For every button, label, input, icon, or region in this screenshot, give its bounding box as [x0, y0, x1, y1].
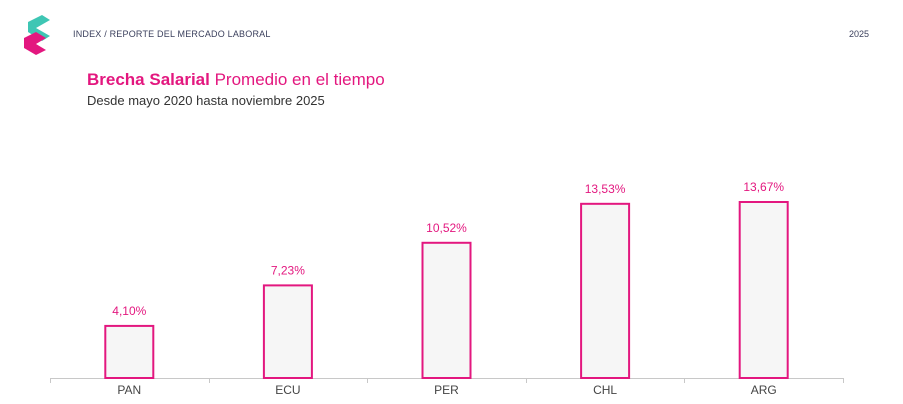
- brand-logo: [24, 15, 50, 55]
- bar-per: [421, 241, 472, 379]
- x-tick-label-per: PER: [434, 383, 459, 397]
- data-label-ecu: 7,23%: [271, 263, 305, 277]
- data-label-chl: 13,53%: [585, 182, 626, 196]
- logo-pink-chevron: [24, 32, 46, 55]
- bar-chl: [580, 202, 631, 379]
- chart-title-rest: Promedio en el tiempo: [209, 70, 385, 89]
- report-header: INDEX / REPORTE DEL MERCADO LABORAL: [73, 29, 271, 39]
- data-label-arg: 13,67%: [743, 180, 784, 194]
- data-label-pan: 4,10%: [112, 304, 146, 318]
- chart-title: Brecha Salarial Promedio en el tiempo: [87, 70, 385, 90]
- data-label-per: 10,52%: [426, 221, 467, 235]
- report-year: 2025: [848, 29, 869, 39]
- x-tick-label-arg: ARG: [751, 383, 777, 397]
- x-tick-label-pan: PAN: [117, 383, 141, 397]
- x-tick-label-ecu: ECU: [275, 383, 300, 397]
- chart-title-bold: Brecha Salarial: [87, 70, 210, 89]
- chart-subtitle: Desde mayo 2020 hasta noviembre 2025: [87, 93, 325, 108]
- bar-arg: [738, 201, 789, 379]
- bar-ecu: [262, 284, 313, 380]
- x-tick-label-chl: CHL: [593, 383, 617, 397]
- bar-pan: [104, 324, 155, 380]
